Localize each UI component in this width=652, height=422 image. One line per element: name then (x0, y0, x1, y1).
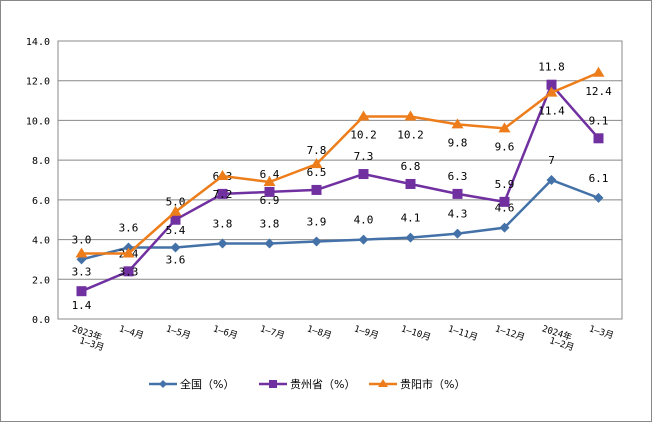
x-tick-label: 1—7月 (259, 323, 286, 341)
x-tick-label: 1—5月 (165, 323, 192, 341)
data-point (452, 188, 463, 199)
data-point (358, 169, 369, 180)
data-label: 10.2 (350, 128, 377, 141)
data-point (169, 205, 182, 216)
data-label: 3.8 (260, 218, 280, 231)
legend-label: 全国（%） (180, 377, 234, 391)
data-label: 9.1 (589, 114, 609, 127)
legend-label: 贵阳市（%） (400, 377, 465, 391)
x-tick-label: 2024年1—2月 (538, 322, 579, 353)
data-point (75, 247, 88, 258)
data-point (592, 66, 605, 77)
data-point (310, 158, 323, 169)
data-label: 3.3 (72, 265, 92, 278)
series-line-2 (81, 71, 599, 255)
data-label: 1.4 (72, 299, 92, 312)
data-point (122, 247, 135, 258)
y-tick-label: 6.0 (32, 196, 50, 207)
x-tick-label: 1—6月 (212, 323, 239, 341)
data-point (546, 79, 557, 90)
data-point (357, 110, 370, 121)
data-point (498, 122, 511, 133)
data-label: 6.9 (260, 194, 280, 207)
legend-square-icon (269, 380, 277, 388)
data-point (311, 184, 322, 195)
y-tick-label: 12.0 (26, 77, 50, 88)
data-label: 6.3 (448, 170, 468, 183)
data-label: 3.6 (166, 254, 186, 267)
x-tick-label: 1—11月 (447, 323, 480, 343)
x-tick-label: 1—9月 (353, 323, 380, 341)
data-label: 10.2 (397, 128, 424, 141)
x-tick-label: 1—4月 (118, 323, 145, 341)
data-label: 7.8 (307, 144, 327, 157)
data-point (499, 196, 510, 207)
x-tick-label: 2023年1—3月 (68, 322, 109, 353)
data-point (593, 133, 604, 144)
data-label: 4.0 (354, 214, 374, 227)
legend-triangle-icon (378, 379, 388, 387)
data-point (264, 238, 275, 249)
data-label: 5.4 (166, 224, 186, 237)
legend-label: 贵州省（%） (290, 378, 355, 391)
data-label: 11.8 (538, 61, 565, 74)
y-tick-label: 0.0 (32, 315, 50, 326)
data-point (451, 118, 464, 129)
data-label: 5.0 (166, 196, 186, 209)
data-point (358, 234, 369, 245)
y-tick-label: 10.0 (26, 116, 50, 127)
legend-diamond-icon (159, 380, 167, 388)
x-tick-label: 1—12月 (494, 323, 527, 343)
data-label: 7.3 (354, 150, 374, 163)
x-tick-label: 1—10月 (400, 323, 433, 343)
data-label: 4.1 (401, 212, 421, 225)
data-point (499, 222, 510, 233)
data-label: 9.8 (448, 136, 468, 149)
y-tick-label: 8.0 (32, 156, 50, 167)
data-label: 4.3 (448, 208, 468, 221)
series-line-0 (81, 178, 599, 261)
data-label: 6.4 (260, 168, 280, 181)
data-point (311, 236, 322, 247)
data-point (76, 286, 87, 297)
data-point (545, 86, 558, 97)
data-label: 3.6 (119, 222, 139, 235)
x-tick-label: 1—8月 (306, 323, 333, 341)
data-label: 3.3 (119, 265, 139, 278)
data-label: 5.9 (495, 178, 515, 191)
y-tick-label: 2.0 (32, 275, 50, 286)
y-tick-label: 14.0 (26, 37, 50, 48)
data-point (452, 228, 463, 239)
series-line-1 (81, 82, 600, 293)
data-point (546, 175, 557, 185)
data-label: 7.2 (213, 188, 233, 201)
data-label: 6.8 (401, 160, 421, 173)
data-label: 3.0 (72, 233, 92, 246)
plot-area (57, 40, 623, 320)
data-point (263, 175, 276, 186)
data-point (217, 238, 228, 249)
data-point (593, 192, 604, 203)
y-tick-label: 4.0 (32, 236, 50, 247)
data-point (404, 110, 417, 121)
data-point (217, 188, 228, 199)
data-point (405, 178, 416, 189)
data-label: 6.1 (589, 172, 609, 185)
data-point (264, 186, 275, 197)
data-label: 11.4 (538, 105, 565, 118)
data-point (123, 266, 134, 277)
data-label: 3.8 (213, 218, 233, 231)
data-point (216, 170, 229, 181)
x-tick-label: 1—3月 (588, 323, 615, 341)
data-point (170, 214, 181, 225)
data-label: 3.9 (307, 216, 327, 229)
data-label: 6.5 (307, 166, 327, 179)
data-label: 7 (548, 154, 555, 167)
data-point (170, 242, 181, 253)
data-point (405, 232, 416, 243)
data-label: 9.6 (495, 140, 515, 153)
data-label: 12.4 (585, 85, 612, 98)
